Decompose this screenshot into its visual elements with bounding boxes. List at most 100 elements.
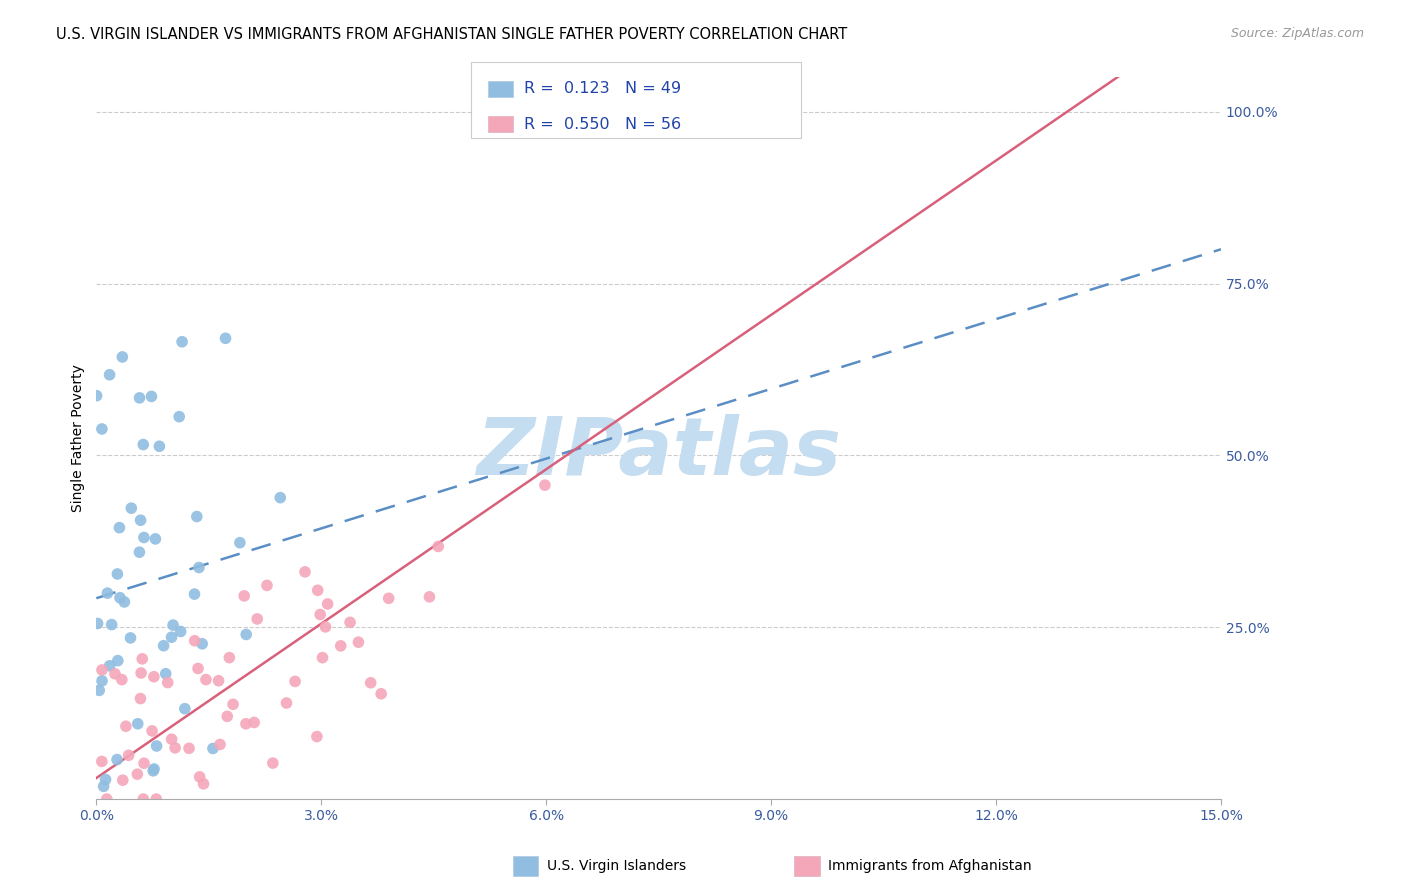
Point [347, 635, 370, 649]
Point [187, 661, 209, 675]
Point [128, 545, 150, 559]
Point [132, 756, 155, 771]
Point [209, 738, 232, 752]
Point [115, 719, 138, 733]
Point [132, 792, 155, 806]
Point [118, 748, 141, 763]
Point [172, 334, 194, 349]
Point [143, 762, 166, 776]
Point [129, 665, 152, 680]
Point [418, 590, 440, 604]
Text: R =  0.123   N = 49: R = 0.123 N = 49 [524, 81, 682, 96]
Point [165, 740, 187, 755]
Text: U.S. VIRGIN ISLANDER VS IMMIGRANTS FROM AFGHANISTAN SINGLE FATHER POVERTY CORREL: U.S. VIRGIN ISLANDER VS IMMIGRANTS FROM … [56, 27, 848, 42]
Point [127, 767, 149, 781]
Point [129, 691, 152, 706]
Point [155, 666, 177, 681]
Point [169, 624, 191, 639]
Point [534, 478, 557, 492]
Point [111, 673, 134, 687]
Point [132, 531, 155, 545]
Point [129, 513, 152, 527]
Point [89, 683, 111, 698]
Point [222, 698, 245, 712]
Point [370, 687, 392, 701]
Point [167, 409, 190, 424]
Point [142, 764, 165, 778]
Point [188, 770, 211, 784]
Text: Source: ZipAtlas.com: Source: ZipAtlas.com [1230, 27, 1364, 40]
Point [233, 589, 256, 603]
Point [148, 439, 170, 453]
Point [229, 535, 252, 549]
Point [96, 586, 118, 600]
Point [145, 792, 167, 806]
Point [120, 501, 142, 516]
Point [193, 777, 215, 791]
Point [86, 616, 108, 631]
Point [235, 716, 257, 731]
Y-axis label: Single Father Poverty: Single Father Poverty [72, 364, 86, 512]
Point [128, 391, 150, 405]
Point [309, 607, 332, 622]
Point [108, 591, 131, 605]
Point [160, 630, 183, 644]
Point [217, 709, 239, 723]
Point [90, 422, 112, 436]
Point [246, 612, 269, 626]
Point [108, 521, 131, 535]
Point [186, 509, 208, 524]
Text: R =  0.550   N = 56: R = 0.550 N = 56 [524, 117, 682, 132]
Point [191, 637, 214, 651]
Text: U.S. Virgin Islanders: U.S. Virgin Islanders [547, 859, 686, 873]
Point [145, 532, 167, 546]
Point [294, 565, 316, 579]
Point [141, 389, 163, 403]
Point [276, 696, 298, 710]
Point [377, 591, 399, 606]
Point [111, 773, 134, 788]
Point [91, 663, 114, 677]
Point [98, 368, 121, 382]
Point [91, 673, 114, 688]
Point [339, 615, 361, 630]
Text: ZIPatlas: ZIPatlas [477, 414, 841, 491]
Point [132, 437, 155, 451]
Point [131, 652, 153, 666]
Point [145, 739, 167, 753]
Point [98, 658, 121, 673]
Point [105, 566, 128, 581]
Point [201, 741, 224, 756]
Point [262, 756, 284, 770]
Point [256, 578, 278, 592]
Point [360, 675, 382, 690]
Point [307, 583, 329, 598]
Point [93, 780, 115, 794]
Point [194, 673, 217, 687]
Point [90, 755, 112, 769]
Point [314, 620, 336, 634]
Point [107, 654, 129, 668]
Text: Immigrants from Afghanistan: Immigrants from Afghanistan [828, 859, 1032, 873]
Point [745, 104, 768, 119]
Point [329, 639, 352, 653]
Point [96, 792, 118, 806]
Point [183, 633, 205, 648]
Point [112, 595, 135, 609]
Point [162, 618, 184, 632]
Point [86, 389, 108, 403]
Point [152, 639, 174, 653]
Point [120, 631, 142, 645]
Point [427, 540, 450, 554]
Point [269, 491, 291, 505]
Point [173, 702, 195, 716]
Point [160, 732, 183, 747]
Point [214, 331, 236, 345]
Point [311, 650, 333, 665]
Point [243, 715, 266, 730]
Point [183, 587, 205, 601]
Point [94, 772, 117, 787]
Point [156, 675, 179, 690]
Point [305, 730, 328, 744]
Point [100, 617, 122, 632]
